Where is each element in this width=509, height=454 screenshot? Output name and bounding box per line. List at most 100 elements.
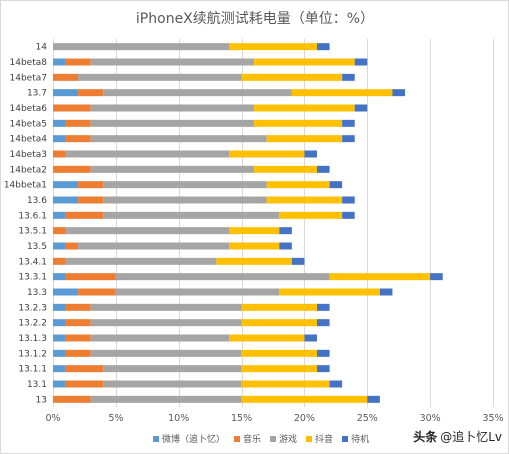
bar-segment-standby-17 [317, 303, 330, 311]
bar-segment-game-4 [90, 104, 255, 112]
bar-segment-standby-6 [342, 135, 355, 143]
legend-swatch-standby [342, 435, 349, 442]
bar-segment-douyin-17 [241, 303, 317, 311]
bar-segment-standby-12 [279, 227, 292, 235]
bar-segment-music-18 [65, 319, 91, 327]
x-tick-label: 25% [357, 413, 378, 424]
bar-segment-weibo-19 [53, 334, 66, 342]
bar-segment-standby-4 [354, 104, 368, 112]
bar-segment-douyin-22 [241, 380, 330, 388]
bar-segment-game-3 [103, 89, 292, 97]
bar-segment-game-0 [53, 43, 229, 51]
bar-segment-music-8 [53, 165, 91, 173]
bar-segment-standby-23 [367, 395, 380, 403]
bar-segment-douyin-15 [329, 273, 431, 281]
category-label: 13.4.1 [18, 257, 47, 267]
category-label: 13.2.3 [18, 303, 47, 313]
legend-swatch-douyin [306, 435, 313, 442]
bar-segment-weibo-21 [53, 365, 66, 373]
bar-segment-douyin-13 [229, 242, 280, 250]
bar-segment-douyin-16 [279, 288, 380, 296]
bar-segment-music-23 [53, 395, 91, 403]
bar-segment-douyin-11 [279, 211, 343, 219]
x-tick-label: 0% [45, 413, 60, 424]
category-label: 14beta8 [10, 58, 48, 68]
bar-segment-standby-10 [342, 196, 355, 204]
x-tick-label: 5% [108, 413, 123, 424]
bar-segment-weibo-1 [53, 58, 66, 66]
category-label: 13.5.1 [18, 227, 47, 237]
bar-segment-douyin-23 [241, 395, 368, 403]
bar-segment-weibo-3 [53, 89, 79, 97]
legend-swatch-weibo [153, 435, 159, 442]
category-label: 13 [36, 395, 47, 405]
bar-segment-douyin-0 [229, 43, 317, 51]
bars [53, 43, 443, 403]
category-label: 13.7 [27, 89, 47, 99]
bar-segment-game-15 [115, 273, 330, 281]
bar-segment-game-11 [103, 211, 280, 219]
legend-label-game: 游戏 [279, 435, 298, 445]
bar-segment-standby-20 [317, 349, 330, 357]
bar-segment-douyin-12 [229, 227, 280, 235]
bar-segment-weibo-6 [53, 135, 66, 143]
bar-segment-game-7 [65, 150, 229, 158]
bar-segment-game-12 [65, 227, 229, 235]
legend-label-music: 音乐 [243, 435, 262, 445]
bar-segment-music-4 [53, 104, 91, 112]
bar-segment-game-8 [90, 165, 255, 173]
bar-segment-douyin-20 [241, 349, 317, 357]
bar-segment-game-21 [103, 365, 242, 373]
category-label: 13.5 [27, 242, 47, 252]
bar-segment-standby-2 [342, 73, 355, 81]
bar-segment-standby-11 [342, 211, 355, 219]
bar-segment-music-17 [65, 303, 91, 311]
category-label: 13.3.1 [18, 273, 47, 283]
bar-segment-game-13 [78, 242, 230, 250]
watermark-handle: @追卜忆Lv [440, 430, 502, 444]
bar-segment-game-14 [65, 257, 217, 265]
bar-segment-standby-5 [342, 119, 355, 127]
category-label: 14 [36, 43, 48, 53]
bar-segment-standby-15 [430, 273, 443, 281]
legend-item-music: 音乐 [234, 432, 261, 445]
category-label: 14beta5 [10, 119, 47, 129]
bar-segment-music-6 [65, 135, 91, 143]
bar-segment-douyin-14 [216, 257, 292, 265]
bar-segment-weibo-16 [53, 288, 79, 296]
category-label: 14beta3 [10, 150, 47, 160]
bar-segment-douyin-18 [241, 319, 317, 327]
legend-item-game: 游戏 [270, 432, 297, 445]
bar-segment-music-22 [65, 380, 104, 388]
bar-segment-standby-18 [317, 319, 330, 327]
bar-segment-weibo-11 [53, 211, 66, 219]
category-label: 14bbeta1 [4, 181, 47, 191]
bar-segment-game-5 [90, 119, 255, 127]
category-label: 13.2.2 [18, 319, 47, 329]
bar-segment-game-19 [90, 334, 229, 342]
bar-segment-music-19 [65, 334, 91, 342]
bar-segment-weibo-18 [53, 319, 66, 327]
bar-segment-music-21 [65, 365, 104, 373]
bar-segment-standby-1 [354, 58, 368, 66]
category-label: 13.1.3 [18, 334, 47, 344]
bar-segment-standby-21 [317, 365, 330, 373]
bar-segment-game-9 [103, 181, 267, 189]
category-label: 13.1.1 [18, 365, 47, 375]
watermark-brand: 头条 [413, 430, 438, 444]
bar-segment-douyin-19 [229, 334, 305, 342]
bar-segment-weibo-20 [53, 349, 66, 357]
bar-segment-douyin-21 [241, 365, 317, 373]
bar-segment-game-18 [90, 319, 242, 327]
bar-segment-game-2 [78, 73, 242, 81]
legend-swatch-music [234, 435, 241, 442]
bar-segment-standby-7 [304, 150, 317, 158]
bar-segment-music-12 [53, 227, 66, 235]
legend-label-weibo: 微博（追卜忆） [162, 435, 226, 445]
bar-segment-music-13 [65, 242, 79, 250]
bar-segment-music-15 [65, 273, 116, 281]
category-label: 14beta6 [10, 104, 48, 114]
bar-segment-weibo-17 [53, 303, 66, 311]
bar-segment-music-1 [65, 58, 91, 66]
